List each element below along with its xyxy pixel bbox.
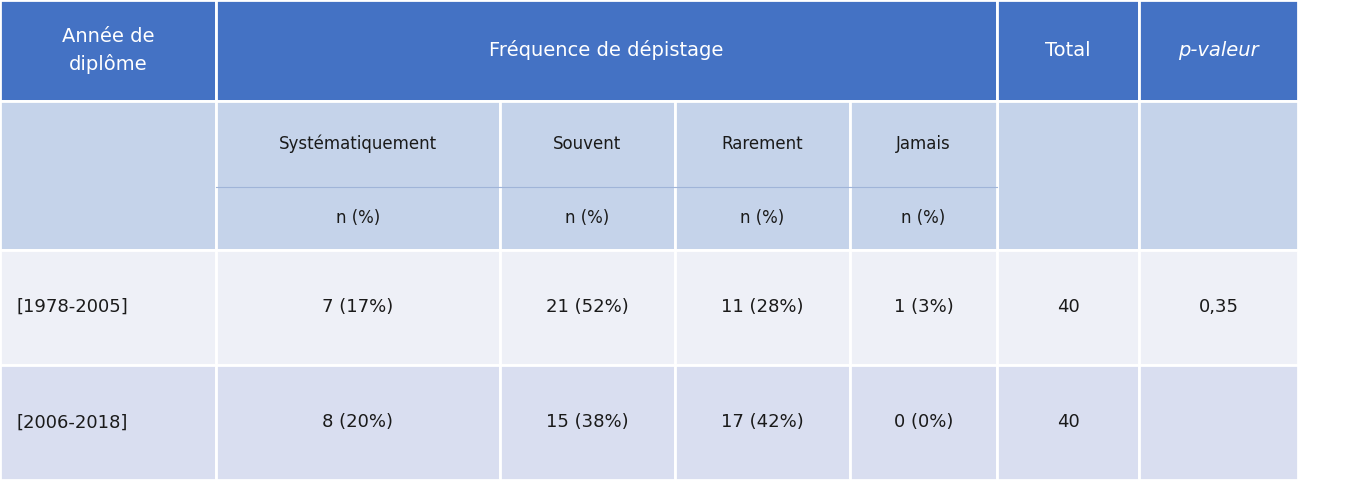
Text: Total: Total (1045, 41, 1091, 60)
Text: Jamais: Jamais (896, 135, 951, 153)
Text: p-valeur: p-valeur (1177, 41, 1259, 60)
Bar (216, 101, 500, 250)
Text: n (%): n (%) (566, 209, 609, 228)
Bar (216, 250, 500, 365)
Bar (500, 101, 675, 250)
Bar (997, 365, 1139, 480)
Bar (997, 0, 1139, 101)
Bar (850, 250, 997, 365)
Text: n (%): n (%) (902, 209, 945, 228)
Text: 17 (42%): 17 (42%) (721, 413, 803, 432)
Bar (1139, 0, 1298, 101)
Text: 40: 40 (1057, 298, 1079, 316)
Bar (216, 365, 500, 480)
Bar (675, 365, 850, 480)
Bar (0, 365, 216, 480)
Text: n (%): n (%) (336, 209, 380, 228)
Text: Fréquence de dépistage: Fréquence de dépistage (489, 40, 724, 60)
Bar (1139, 250, 1298, 365)
Bar (0, 0, 216, 101)
Bar (500, 250, 675, 365)
Bar (997, 101, 1139, 250)
Text: 11 (28%): 11 (28%) (721, 298, 803, 316)
Text: 7 (17%): 7 (17%) (322, 298, 393, 316)
Bar (675, 101, 850, 250)
Bar (997, 250, 1139, 365)
Text: [1978-2005]: [1978-2005] (16, 298, 128, 316)
Text: 21 (52%): 21 (52%) (546, 298, 628, 316)
Bar (216, 0, 997, 101)
Bar (0, 101, 216, 250)
Text: Systématiquement: Systématiquement (279, 135, 437, 153)
Text: 8 (20%): 8 (20%) (322, 413, 393, 432)
Bar (500, 365, 675, 480)
Text: Année de
diplôme: Année de diplôme (61, 27, 154, 74)
Text: 40: 40 (1057, 413, 1079, 432)
Bar (0, 250, 216, 365)
Bar (1139, 365, 1298, 480)
Text: Rarement: Rarement (721, 135, 803, 153)
Text: 1 (3%): 1 (3%) (893, 298, 953, 316)
Text: 0 (0%): 0 (0%) (893, 413, 953, 432)
Text: n (%): n (%) (740, 209, 784, 228)
Text: Souvent: Souvent (553, 135, 622, 153)
Text: 0,35: 0,35 (1198, 298, 1239, 316)
Bar (850, 101, 997, 250)
Text: 15 (38%): 15 (38%) (546, 413, 628, 432)
Bar (675, 250, 850, 365)
Bar (850, 365, 997, 480)
Text: [2006-2018]: [2006-2018] (16, 413, 128, 432)
Bar (1139, 101, 1298, 250)
